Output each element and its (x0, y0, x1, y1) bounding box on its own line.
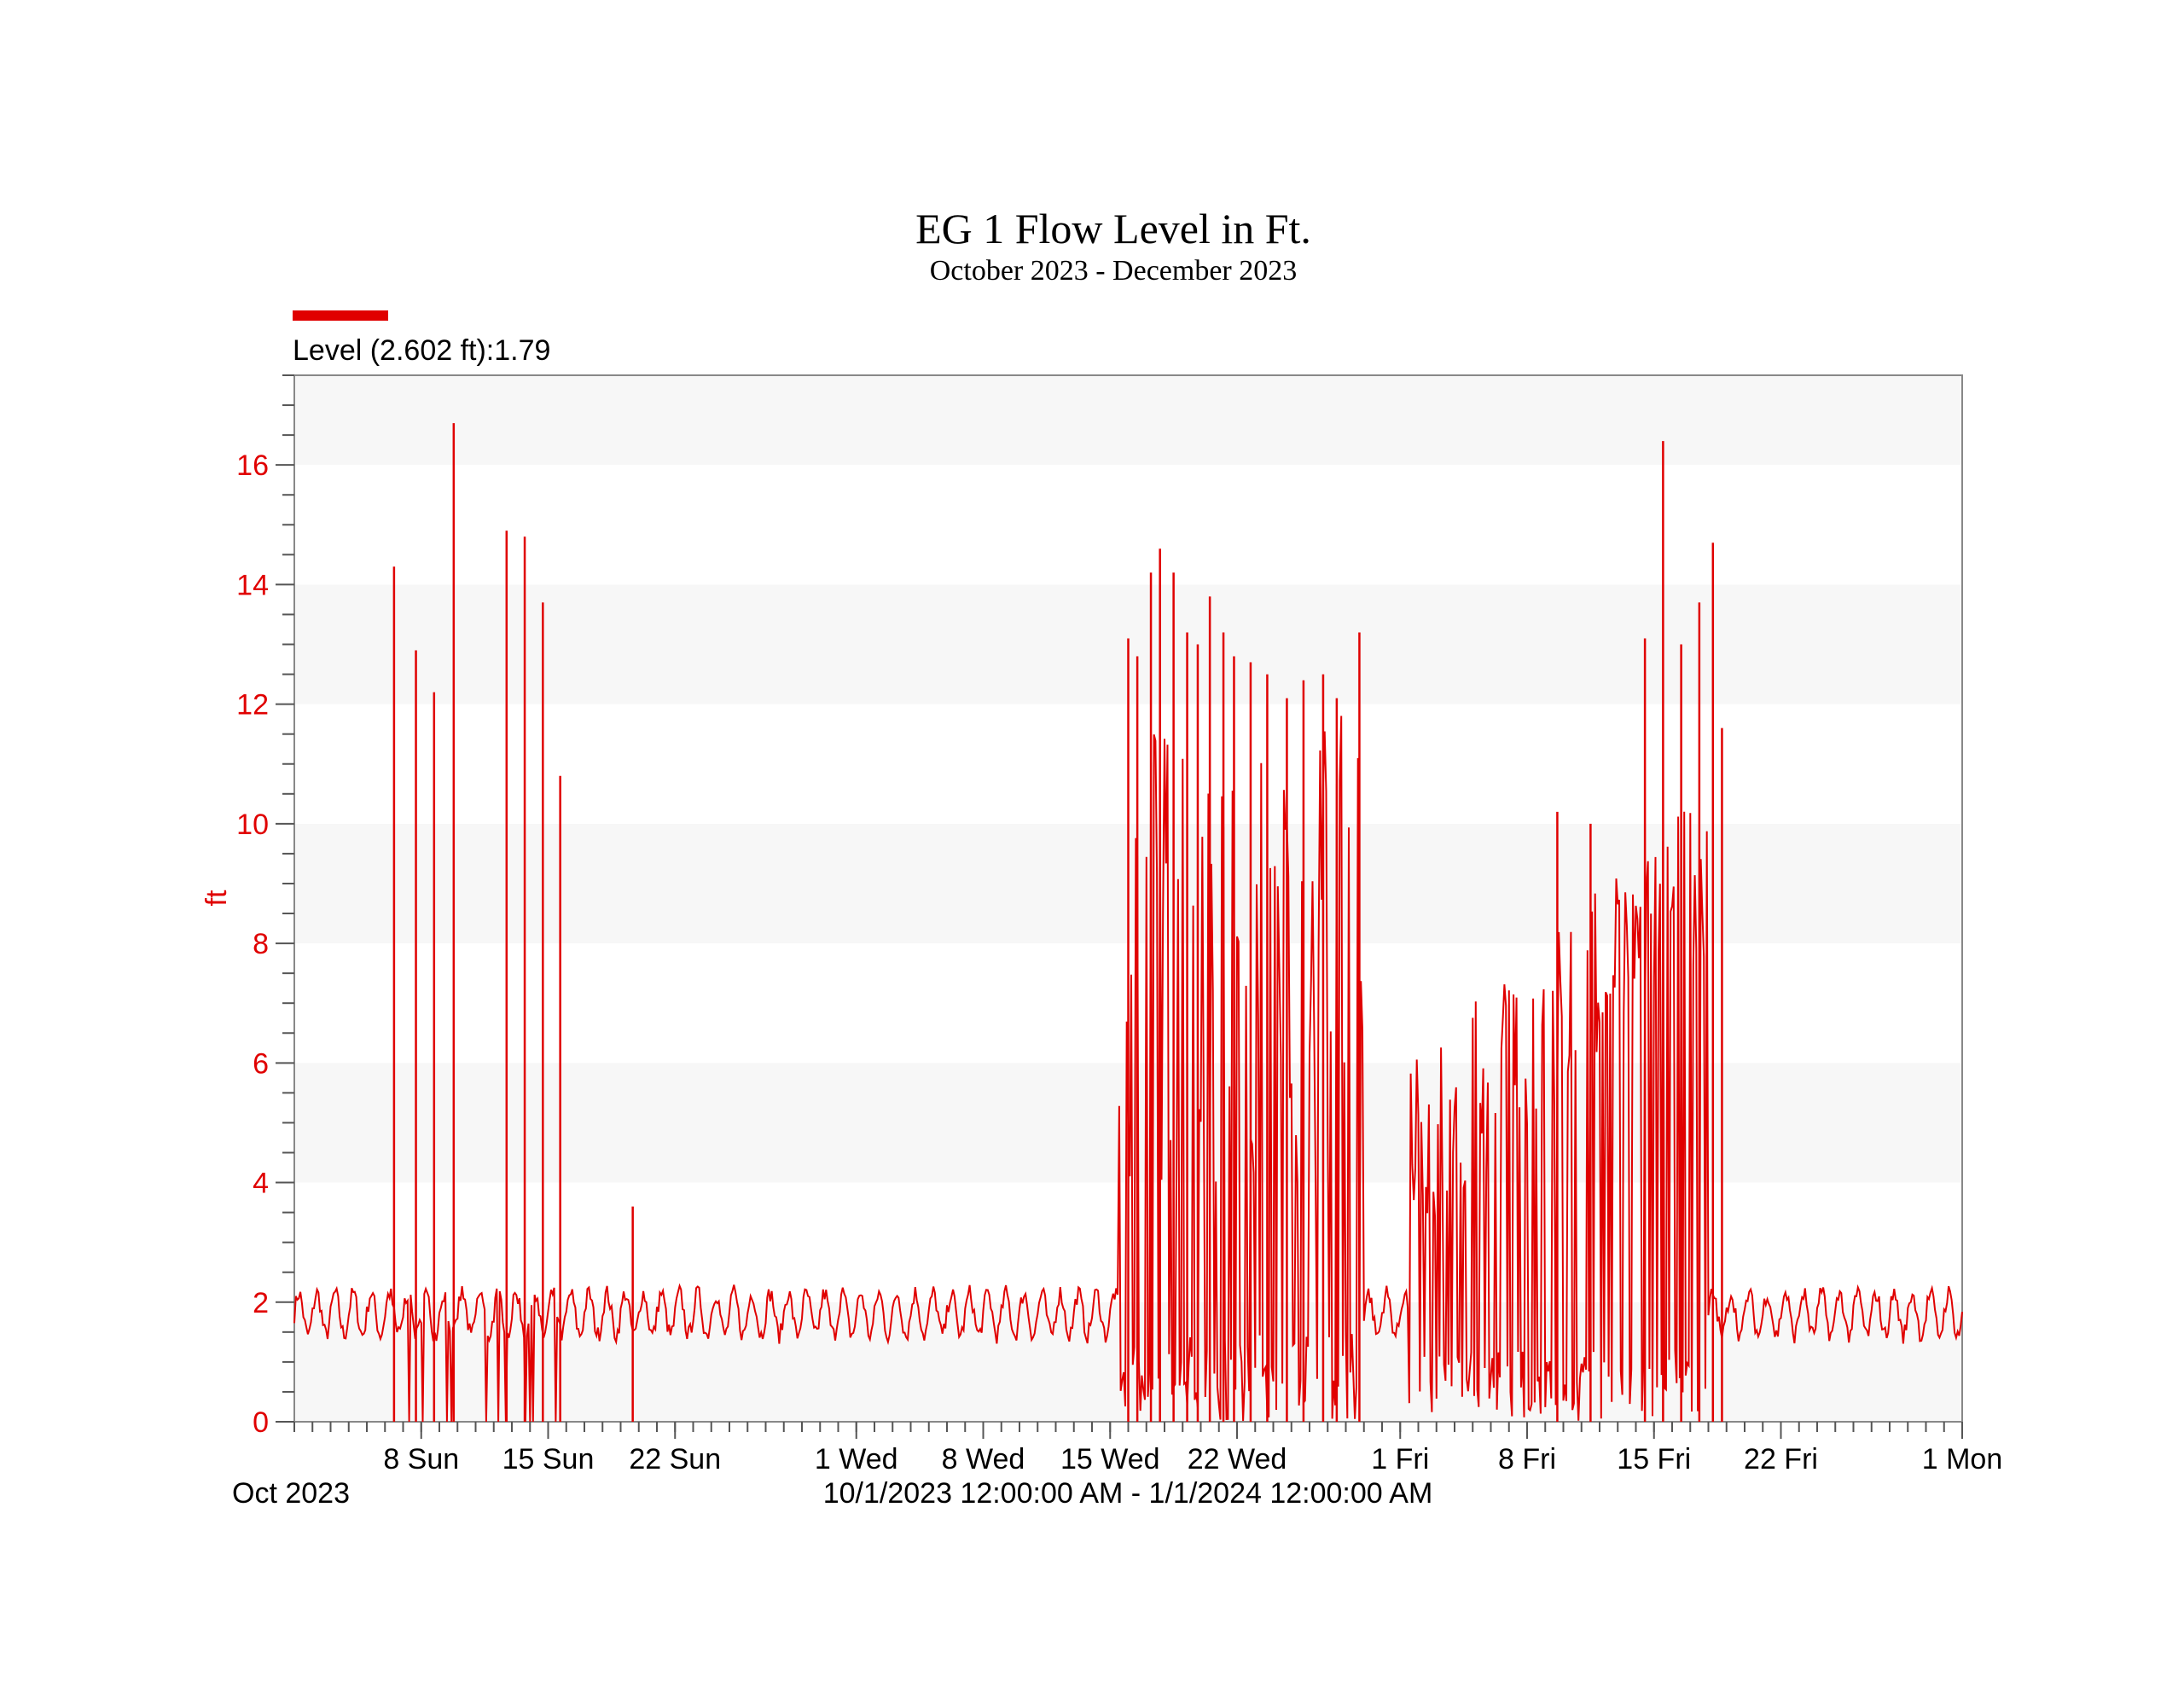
plot-band (294, 375, 1962, 466)
y-tick-label: 16 (236, 449, 269, 482)
chart-subtitle: October 2023 - December 2023 (930, 255, 1298, 287)
series-level (293, 423, 1963, 1423)
legend-label: Level (2.602 ft):1.79 (293, 334, 550, 367)
x-tick-label: 15 Sun (502, 1443, 595, 1475)
x-tick-label: 22 Sun (629, 1443, 721, 1475)
y-tick-label: 12 (236, 689, 269, 722)
y-tick-label: 0 (253, 1406, 269, 1439)
x-tick-label: 22 Wed (1188, 1443, 1287, 1475)
x-tick-label: 1 Mon (1922, 1443, 2003, 1475)
chart-title: EG 1 Flow Level in Ft. (915, 205, 1311, 252)
y-tick-label: 6 (253, 1047, 269, 1080)
y-axis: 0 2 4 6 8 10 12 14 16 (236, 374, 294, 1439)
x-tick-label: 15 Wed (1060, 1443, 1160, 1475)
x-axis-label: 10/1/2023 12:00:00 AM - 1/1/2024 12:00:0… (823, 1477, 1433, 1510)
x-tick-label: 22 Fri (1744, 1443, 1818, 1475)
x-tick-label: 1 Fri (1371, 1443, 1429, 1475)
x-tick-label: 8 Sun (383, 1443, 459, 1475)
x-tick-label: 8 Fri (1498, 1443, 1556, 1475)
x-axis: 8 Sun 15 Sun 22 Sun 1 Wed 8 Wed 15 Wed 22 Wed 1… (293, 1422, 2003, 1475)
y-tick-label: 2 (253, 1287, 269, 1319)
y-tick-label: 14 (236, 569, 269, 601)
x-tick-label: 1 Wed (815, 1443, 898, 1475)
x-tick-label: 8 Wed (942, 1443, 1025, 1475)
y-tick-label: 4 (253, 1168, 269, 1200)
legend-swatch (293, 310, 388, 321)
y-axis-label: ft (200, 890, 233, 906)
y-tick-label: 10 (236, 809, 269, 841)
x-start-label: Oct 2023 (232, 1477, 350, 1510)
y-tick-label: 8 (253, 928, 269, 960)
plot-band (294, 465, 1962, 585)
x-tick-label: 15 Fri (1617, 1443, 1691, 1475)
